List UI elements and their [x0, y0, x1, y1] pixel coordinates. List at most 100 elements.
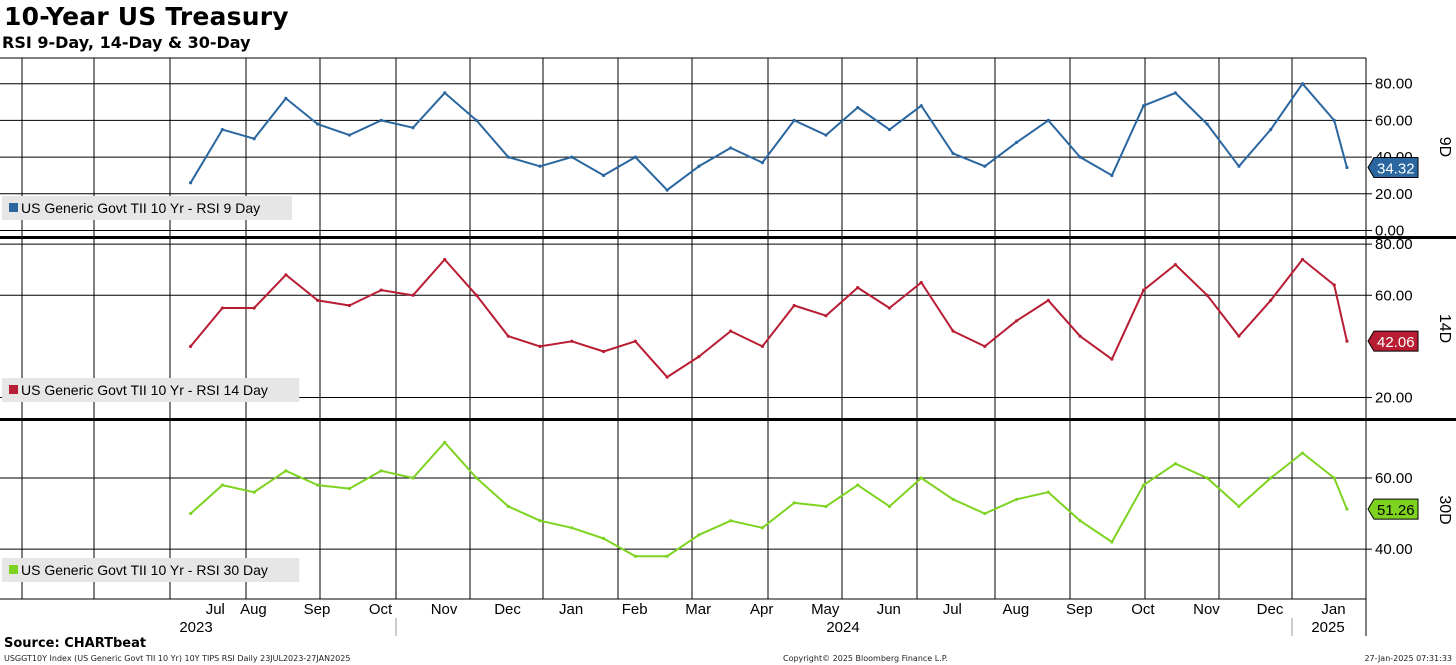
series-point-rsi30 — [856, 483, 860, 487]
series-point-rsi14 — [284, 273, 288, 277]
series-point-rsi30 — [506, 504, 510, 509]
x-month-label: Nov — [1193, 601, 1220, 618]
x-month-label: Jan — [559, 601, 583, 618]
series-point-rsi14 — [1110, 357, 1114, 361]
x-month-label: Jul — [206, 601, 225, 618]
series-point-rsi14 — [665, 375, 669, 379]
series-point-rsi14 — [379, 288, 383, 292]
series-point-rsi30 — [1110, 540, 1114, 544]
series-point-rsi30 — [824, 504, 828, 509]
series-point-rsi30 — [284, 469, 288, 473]
x-year-label: 2025 — [1311, 619, 1344, 636]
series-point-rsi9 — [1332, 118, 1336, 122]
series-point-rsi30 — [792, 501, 796, 505]
series-point-rsi14 — [474, 293, 479, 297]
x-month-label: Aug — [1002, 601, 1029, 618]
series-point-rsi14 — [1046, 298, 1050, 302]
x-month-label: Feb — [622, 601, 648, 618]
y-tick-label: 0.00 — [1375, 222, 1404, 239]
series-point-rsi9 — [1300, 82, 1305, 86]
series-point-rsi9 — [443, 91, 447, 95]
series-point-rsi30 — [1300, 451, 1305, 455]
series-point-rsi14 — [252, 306, 256, 310]
series-point-rsi14 — [570, 339, 574, 343]
series-point-rsi14 — [347, 303, 352, 308]
x-month-label: Aug — [240, 601, 267, 618]
x-year-label: 2023 — [179, 619, 212, 636]
series-point-rsi30 — [665, 554, 669, 558]
y-tick-label: 60.00 — [1375, 470, 1413, 487]
series-point-rsi9 — [919, 104, 923, 108]
series-point-rsi14 — [760, 344, 765, 348]
series-point-rsi30 — [252, 490, 256, 494]
series-point-rsi30 — [1269, 476, 1273, 480]
series-point-rsi9 — [1110, 173, 1114, 178]
series-point-rsi9 — [792, 118, 796, 122]
series-point-rsi30 — [570, 526, 574, 530]
series-point-rsi9 — [379, 118, 383, 122]
series-point-rsi30 — [538, 519, 542, 523]
series-point-rsi14 — [506, 334, 510, 338]
series-point-rsi9 — [1237, 164, 1241, 168]
legend-box — [2, 558, 300, 582]
series-point-rsi30 — [1046, 490, 1050, 494]
series-point-rsi30 — [1237, 504, 1241, 509]
legend-swatch — [9, 565, 18, 574]
y-tick-label: 60.00 — [1375, 112, 1413, 129]
series-point-rsi9 — [570, 155, 574, 159]
y-tick-label: 20.00 — [1375, 186, 1413, 203]
series-point-rsi9 — [347, 133, 352, 137]
x-month-label: Jul — [943, 601, 962, 618]
series-point-rsi9 — [1014, 140, 1019, 145]
series-point-rsi30 — [1014, 497, 1019, 501]
series-line-rsi14 — [189, 258, 1348, 379]
series-point-rsi14 — [1142, 288, 1146, 292]
chart-title: 10-Year US Treasury — [4, 2, 289, 31]
x-year-label: 2024 — [826, 619, 859, 636]
x-month-label: Oct — [1131, 601, 1155, 618]
x-month-label: Apr — [750, 601, 773, 618]
series-point-rsi9 — [1142, 104, 1146, 108]
series-point-rsi14 — [1078, 334, 1082, 338]
series-point-rsi14 — [1300, 257, 1305, 262]
series-point-rsi9 — [983, 164, 987, 168]
y-tick-label: 20.00 — [1375, 390, 1413, 407]
series-point-rsi14 — [729, 329, 733, 333]
series-point-rsi30 — [1078, 519, 1082, 523]
legend-swatch — [9, 385, 18, 394]
series-point-rsi14 — [856, 285, 860, 290]
series-point-rsi14 — [1237, 334, 1241, 338]
series-point-rsi30 — [919, 476, 923, 480]
last-value-label: 34.32 — [1377, 161, 1415, 178]
legend-swatch — [9, 203, 18, 212]
last-value-label: 51.26 — [1377, 502, 1415, 519]
x-month-label: Mar — [685, 601, 711, 618]
x-month-label: Dec — [494, 601, 521, 618]
series-point-rsi9 — [1078, 155, 1082, 159]
series-point-rsi14 — [697, 355, 701, 359]
series-point-rsi9 — [411, 126, 415, 130]
series-point-rsi9 — [697, 164, 701, 168]
legend-box — [2, 378, 300, 402]
series-point-rsi14 — [887, 306, 892, 310]
series-point-rsi9 — [1173, 91, 1177, 95]
x-month-label: Sep — [304, 601, 331, 618]
series-point-rsi30 — [1205, 476, 1209, 480]
y-tick-label: 80.00 — [1375, 76, 1413, 93]
last-value-label: 42.06 — [1377, 334, 1415, 351]
series-point-rsi30 — [1332, 476, 1336, 480]
legend-label: US Generic Govt TII 10 Yr - RSI 30 Day — [21, 562, 268, 578]
series-point-rsi30 — [1142, 483, 1146, 487]
series-point-rsi30 — [697, 533, 701, 537]
series-point-rsi30 — [1173, 462, 1177, 466]
series-point-rsi14 — [220, 306, 224, 310]
series-point-rsi9 — [824, 133, 828, 137]
last-value-tag — [1367, 330, 1419, 352]
last-value-tag — [1367, 157, 1419, 179]
x-month-label: Jan — [1321, 601, 1345, 618]
series-point-rsi30 — [983, 511, 987, 516]
y-tick-label: 80.00 — [1375, 236, 1413, 253]
x-month-label: Nov — [431, 601, 458, 618]
series-point-rsi9 — [474, 118, 479, 122]
y-tick-label: 60.00 — [1375, 287, 1413, 304]
